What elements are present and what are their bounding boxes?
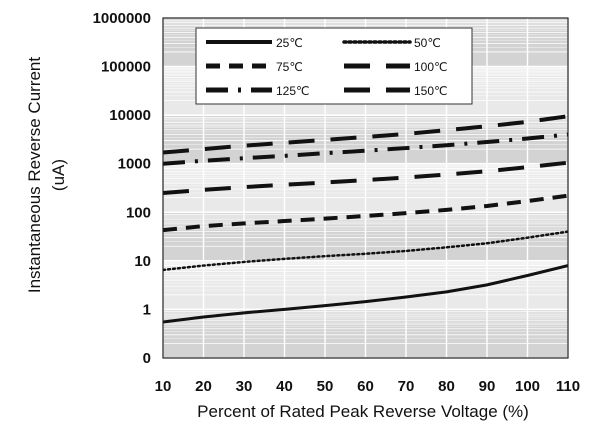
- x-tick-label: 50: [317, 378, 334, 395]
- x-tick-label: 100: [515, 378, 540, 395]
- y-tick-labels: 0 1 10 100 1000 10000 100000 1000000: [93, 10, 151, 367]
- x-tick-labels: 10 20 30 40 50 60 70 80 90 100 110: [155, 378, 580, 395]
- y-tick-label: 1000: [118, 156, 151, 173]
- x-tick-label: 20: [195, 378, 212, 395]
- legend-label: 100℃: [414, 60, 448, 74]
- plot-border: [162, 17, 569, 359]
- y-tick-label: 10: [134, 253, 151, 270]
- series-line: [163, 160, 568, 195]
- x-tick-label: 80: [438, 378, 455, 395]
- series-line: [163, 114, 568, 155]
- y-tick-label: 1: [143, 301, 151, 318]
- x-tick-label: 60: [357, 378, 374, 395]
- y-axis-unit: (uA): [49, 159, 68, 191]
- x-tick-label: 30: [236, 378, 253, 395]
- y-tick-label: 0: [143, 350, 151, 367]
- plot-frame: [162, 17, 569, 359]
- y-tick-label: 10000: [109, 107, 151, 124]
- x-tick-label: 40: [276, 378, 293, 395]
- legend-label: 25℃: [276, 36, 303, 50]
- y-axis-title: Instantaneous Reverse Current: [25, 57, 44, 294]
- series-group: [163, 114, 568, 324]
- series-line: [163, 230, 568, 272]
- x-tick-label: 10: [155, 378, 172, 395]
- x-tick-label: 70: [398, 378, 415, 395]
- x-axis-title: Percent of Rated Peak Reverse Voltage (%…: [197, 402, 529, 421]
- y-tick-label: 100000: [101, 59, 151, 76]
- y-tick-label: 100: [126, 204, 151, 221]
- x-tick-label: 110: [556, 378, 580, 395]
- legend-label: 50℃: [414, 36, 441, 50]
- y-tick-label: 1000000: [93, 10, 151, 27]
- series-line: [163, 264, 568, 324]
- legend: 25℃ 50℃ 75℃ 100℃ 125℃ 150℃: [195, 27, 473, 105]
- legend-label: 150℃: [414, 84, 448, 98]
- x-tick-label: 90: [479, 378, 496, 395]
- legend-label: 75℃: [276, 60, 303, 74]
- legend-label: 125℃: [276, 84, 310, 98]
